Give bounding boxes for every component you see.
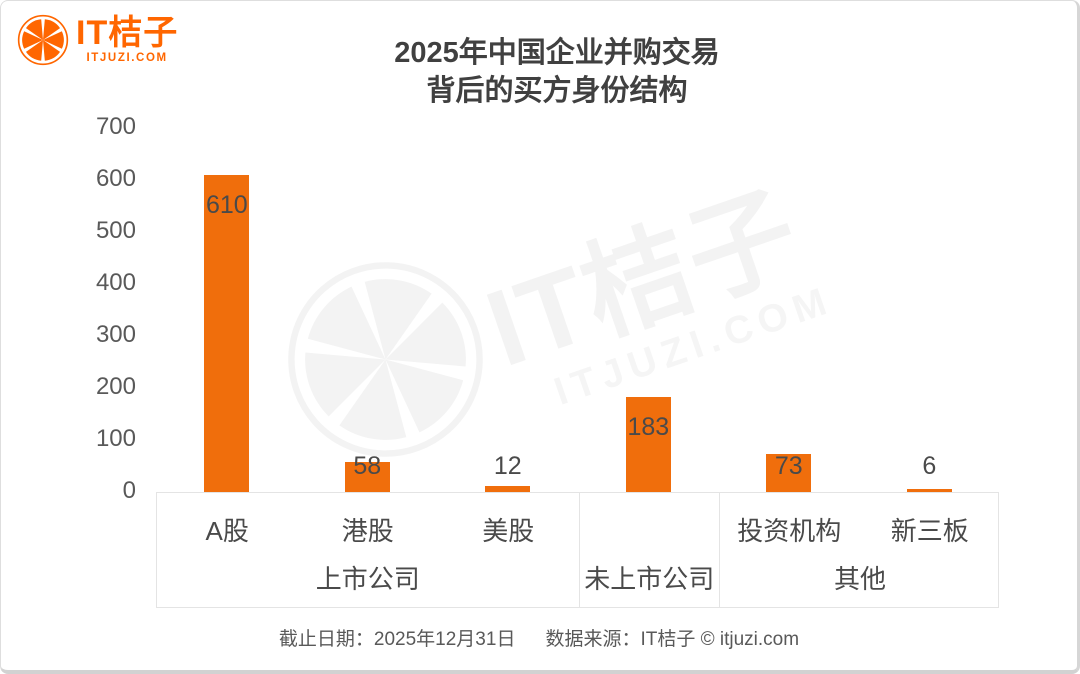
x-axis-group-0: 上市公司 <box>157 493 579 607</box>
y-axis-tick-label: 500 <box>95 217 136 244</box>
y-axis-tick-label: 400 <box>95 269 136 296</box>
x-axis-category-label: 投资机构 <box>737 516 842 546</box>
y-axis-tick-label: 100 <box>95 425 136 452</box>
bar-5 <box>906 489 952 492</box>
chart-title-line2: 背后的买方身份结构 <box>426 75 688 107</box>
bar-value-label: 73 <box>774 452 803 480</box>
bar-3 <box>625 397 671 492</box>
footer: 截止日期：2025年12月31日 数据来源：IT桔子 © itjuzi.com <box>1 624 1077 651</box>
brand-name: IT桔子 <box>76 14 179 52</box>
orange-wheel-icon <box>17 14 69 66</box>
brand-logo: IT桔子 ITJUZI.COM <box>17 14 178 66</box>
x-axis-category-label: 美股 <box>482 516 535 546</box>
bar-1 <box>344 462 390 492</box>
bar-value-label: 610 <box>205 191 248 219</box>
bar-2 <box>485 486 531 492</box>
x-axis-group-label: 其他 <box>833 564 886 594</box>
bar-0 <box>204 175 250 492</box>
bar-value-label: 183 <box>627 413 670 441</box>
y-axis-tick-label: 200 <box>95 373 136 400</box>
y-axis-tick-label: 300 <box>95 321 136 348</box>
x-axis-category-label: 新三板 <box>890 516 969 546</box>
chart-title: 2025年中国企业并购交易 背后的买方身份结构 <box>1 34 1077 110</box>
x-axis-category-label: 港股 <box>341 516 394 546</box>
bar-4 <box>766 454 812 492</box>
x-axis-group-2: 其他 <box>719 493 1000 607</box>
x-axis-category-label: A股 <box>205 516 249 546</box>
y-axis-tick-label: 0 <box>122 477 136 504</box>
x-axis-group-1: 未上市公司 <box>578 493 720 607</box>
bar-value-label: 6 <box>922 452 937 480</box>
chart-title-line1: 2025年中国企业并购交易 <box>394 37 720 69</box>
x-axis-group-label: 上市公司 <box>315 564 420 594</box>
bar-value-label: 58 <box>353 452 382 480</box>
footer-source: 数据来源：IT桔子 © itjuzi.com <box>545 629 800 650</box>
y-axis-tick-label: 600 <box>95 165 136 192</box>
bar-value-label: 12 <box>493 452 522 480</box>
brand-domain: ITJUZI.COM <box>86 52 168 64</box>
brand-logo-text: IT桔子 ITJUZI.COM <box>76 14 178 65</box>
x-axis-group-label: 未上市公司 <box>584 564 715 594</box>
x-axis-category-table: 上市公司 A股 港股 美股未上市公司 其他 投资机构 新三板 <box>156 492 999 608</box>
y-axis-tick-label: 700 <box>95 113 136 140</box>
y-axis: 0 100 200 300 400 500 600 700 <box>61 1 136 670</box>
footer-date: 截止日期：2025年12月31日 <box>278 629 516 650</box>
